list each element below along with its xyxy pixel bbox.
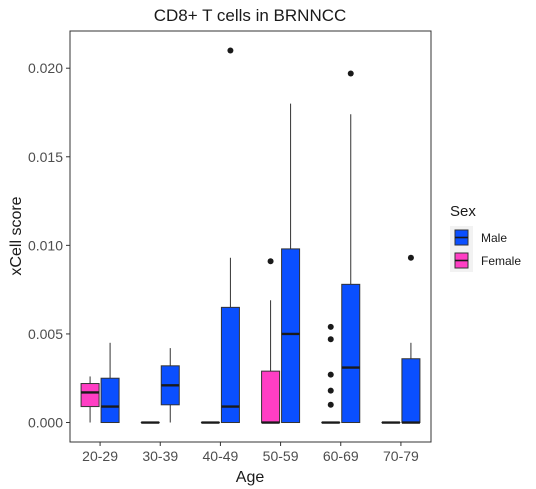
legend-item-female: Female bbox=[450, 249, 521, 272]
outlier-point bbox=[327, 336, 334, 343]
x-tick-label: 20-29 bbox=[82, 448, 118, 464]
legend-label: Male bbox=[481, 231, 507, 245]
x-axis: 20-29 30-39 40-49 50-59 60-69 70-79 bbox=[82, 442, 419, 464]
y-axis: 0.000 0.005 0.010 0.015 0.020 bbox=[28, 60, 70, 431]
box-body bbox=[401, 358, 421, 424]
outlier-point bbox=[327, 371, 334, 378]
outlier-point bbox=[327, 323, 334, 330]
chart-title: CD8+ T cells in BRNNCC bbox=[154, 6, 347, 25]
box-male-40-49 bbox=[220, 47, 240, 424]
box-male-30-39 bbox=[160, 348, 180, 423]
box-body bbox=[261, 370, 281, 424]
box-series-group bbox=[80, 47, 421, 424]
box-body bbox=[341, 283, 361, 424]
box-body bbox=[80, 383, 100, 408]
box-body bbox=[100, 377, 120, 424]
x-tick-label: 30-39 bbox=[142, 448, 178, 464]
box-female-60-69 bbox=[321, 323, 341, 424]
legend-title: Sex bbox=[450, 203, 476, 220]
box-body bbox=[281, 248, 301, 424]
box-male-70-79 bbox=[401, 254, 421, 424]
outlier-point bbox=[407, 254, 414, 261]
y-tick-label: 0.000 bbox=[28, 415, 63, 431]
y-tick-label: 0.010 bbox=[28, 237, 63, 253]
y-axis-title: xCell score bbox=[8, 196, 25, 275]
box-male-60-69 bbox=[341, 70, 361, 424]
plot-panel bbox=[69, 30, 432, 443]
box-female-50-59 bbox=[261, 258, 281, 424]
y-tick-label: 0.020 bbox=[28, 60, 63, 76]
outlier-point bbox=[327, 387, 334, 394]
outlier-point bbox=[267, 258, 274, 265]
x-tick-label: 40-49 bbox=[203, 448, 239, 464]
outlier-point bbox=[227, 47, 234, 54]
box-female-20-29 bbox=[80, 376, 100, 423]
series-male bbox=[100, 47, 421, 424]
box-male-50-59 bbox=[281, 103, 301, 424]
outlier-point bbox=[327, 401, 334, 408]
series-female bbox=[80, 258, 401, 424]
legend-label: Female bbox=[481, 254, 521, 268]
legend-item-male: Male bbox=[450, 226, 507, 249]
x-tick-label: 70-79 bbox=[383, 448, 419, 464]
legend: Sex Male Female bbox=[450, 203, 521, 272]
box-male-20-29 bbox=[100, 342, 120, 424]
x-tick-label: 60-69 bbox=[323, 448, 359, 464]
y-tick-label: 0.005 bbox=[28, 326, 63, 342]
y-tick-label: 0.015 bbox=[28, 149, 63, 165]
x-tick-label: 50-59 bbox=[263, 448, 299, 464]
x-axis-title: Age bbox=[236, 469, 265, 486]
outlier-point bbox=[347, 70, 354, 77]
box-body bbox=[220, 306, 240, 424]
